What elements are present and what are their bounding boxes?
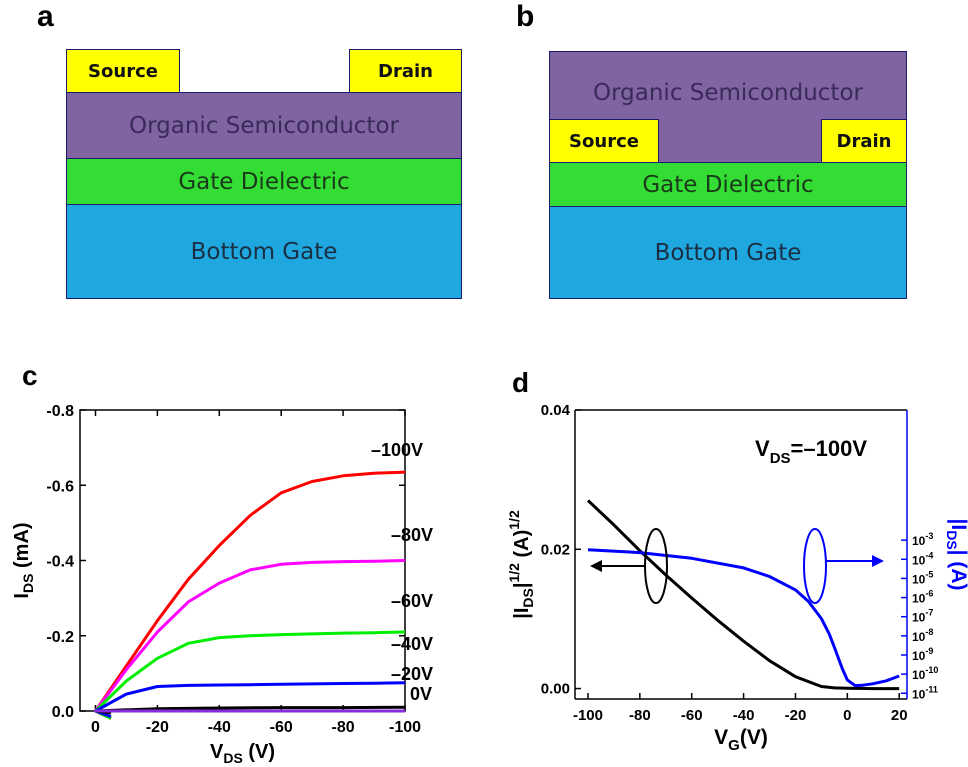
chart-d-ytick-right-label: 10-4 [912, 550, 933, 567]
chart-c-series-label: –20V [391, 664, 433, 684]
chart-d-series-line [587, 548, 900, 688]
chart-c-series-label: 0V [410, 684, 432, 704]
chart-c-ytick-label: -0.4 [46, 554, 74, 571]
chart-d-vds-annotation: VDS=–100V [755, 436, 867, 467]
chart-d-ytick-right-label: 10-7 [912, 608, 933, 625]
chart-d-x-axis-label: VG(V) [714, 726, 768, 754]
panel-b-dielectric-layer: Gate Dielectric [549, 162, 907, 207]
panel-label-c: c [22, 360, 38, 391]
chart-d-series-line [586, 499, 900, 691]
panel-label-a: a [37, 0, 54, 33]
panel-b-drain-contact: Drain [821, 119, 907, 163]
chart-c-series-label: –40V [391, 634, 433, 654]
chart-d-xtick-label: -40 [733, 707, 755, 724]
chart-d-xtick-label: -80 [629, 707, 651, 724]
chart-d-y-left-axis-label: |IDS|1/2 (A)1/2 [506, 510, 536, 619]
panel-label-d: d [512, 367, 530, 398]
panel-a-gate-layer: Bottom Gate [66, 204, 462, 299]
chart-c-ytick-label: -0.6 [46, 478, 74, 495]
chart-c-xtick-label: -20 [146, 719, 169, 736]
chart-c-y-axis-label: IDS (mA) [11, 522, 36, 598]
chart-c-series-line [94, 681, 406, 719]
chart-c-xtick-label: -80 [332, 719, 355, 736]
chart-c-xtick-label: -100 [389, 719, 421, 736]
chart-d-black-arrowhead [590, 560, 602, 572]
chart-d-xtick-label: 0 [843, 707, 851, 724]
chart-c-xtick-label: 0 [91, 719, 100, 736]
chart-d-ytick-right-label: 10-10 [912, 665, 938, 682]
chart-d-ytick-right-label: 10-8 [912, 627, 933, 644]
chart-c-series-line [94, 470, 406, 720]
chart-d-xtick-label: -20 [785, 707, 807, 724]
panel-a-dielectric-layer: Gate Dielectric [66, 158, 462, 205]
panel-label-b: b [516, 0, 535, 33]
chart-c-series-label: –80V [391, 525, 433, 545]
chart-d-blue-arrowhead [872, 555, 884, 567]
chart-d-xtick-label: -60 [681, 707, 703, 724]
chart-d-blue-ellipse [803, 528, 827, 604]
chart-d-ytick-right-label: 10-6 [912, 589, 933, 606]
chart-d-ytick-right-label: 10-9 [912, 646, 933, 663]
chart-d-ytick-right-label: 10-3 [912, 531, 933, 548]
chart-c-ytick-label: -0.2 [46, 629, 74, 646]
chart-c-series-line [94, 630, 406, 720]
chart-c-x-axis-label: VDS (V) [210, 741, 275, 766]
chart-c-series-label: –60V [391, 591, 433, 611]
chart-d-xtick-label: -100 [573, 707, 603, 724]
panel-b-gate-layer: Bottom Gate [549, 206, 907, 299]
chart-d-ytick-right-label: 10-5 [912, 569, 933, 586]
chart-c-xtick-label: -40 [208, 719, 231, 736]
panel-b-source-contact: Source [549, 119, 659, 163]
chart-d-y-right-axis-label: |IDS| (A) [944, 518, 968, 590]
chart-d-ytick-left-label: 0.00 [541, 681, 570, 698]
panel-a-drain-contact: Drain [349, 49, 462, 93]
chart-d-ytick-left-label: 0.02 [541, 541, 570, 558]
chart-d-ytick-right-label: 10-11 [912, 684, 938, 701]
chart-c-series-line [94, 559, 406, 720]
chart-c-ytick-label: -0.8 [46, 403, 74, 420]
chart-d-xtick-label: 20 [891, 707, 908, 724]
chart-c-xtick-label: -60 [270, 719, 293, 736]
chart-c-ytick-label: 0.0 [52, 704, 74, 721]
chart-d-ytick-left-label: 0.04 [541, 402, 571, 419]
chart-c-series-label: –100V [371, 440, 423, 460]
